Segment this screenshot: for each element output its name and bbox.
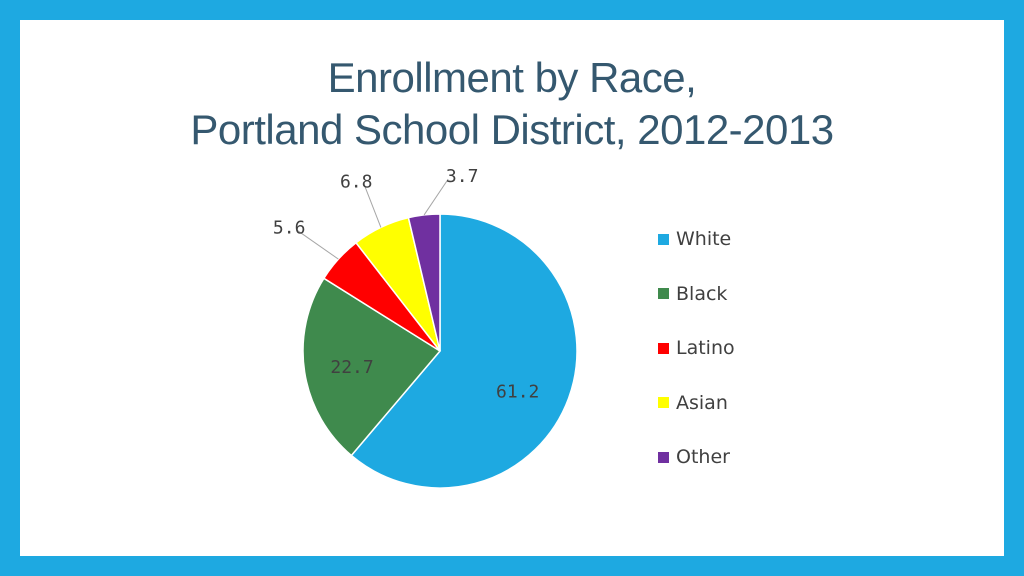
legend-item-other: Other (658, 446, 730, 468)
legend-item-black: Black (658, 283, 727, 305)
legend-item-asian: Asian (658, 392, 728, 414)
chart-title-line1: Enrollment by Race, (327, 54, 697, 101)
chart-title-line2: Portland School District, 2012-2013 (190, 106, 834, 153)
leader-line-asian (363, 184, 382, 228)
pie-slice-other (407, 213, 441, 352)
legend-item-white: White (658, 228, 731, 250)
legend-swatch-latino (658, 342, 669, 354)
pie-slice-white (350, 213, 578, 489)
legend-swatch-asian (658, 397, 669, 408)
data-label-asian: 6.8 (340, 172, 373, 193)
data-label-white: 61.2 (496, 381, 539, 402)
legend-swatch-black (658, 288, 669, 299)
legend-label-asian: Asian (676, 391, 728, 414)
legend-swatch-other (658, 451, 669, 463)
data-label-black: 22.7 (330, 357, 373, 378)
legend-label-latino: Latino (676, 337, 735, 359)
data-label-latino: 5.6 (273, 217, 306, 238)
legend-label-black: Black (676, 282, 728, 305)
legend-label-other: Other (676, 446, 730, 468)
legend-label-white: White (676, 228, 732, 250)
chart-title: Enrollment by Race, Portland School Dist… (0, 52, 1024, 156)
legend-swatch-white (658, 233, 669, 245)
leader-line-latino (296, 229, 339, 260)
pie-slice-black (302, 277, 442, 457)
leader-line-other (423, 178, 449, 216)
legend-item-latino: Latino (658, 337, 735, 359)
data-label-other: 3.7 (446, 166, 479, 187)
